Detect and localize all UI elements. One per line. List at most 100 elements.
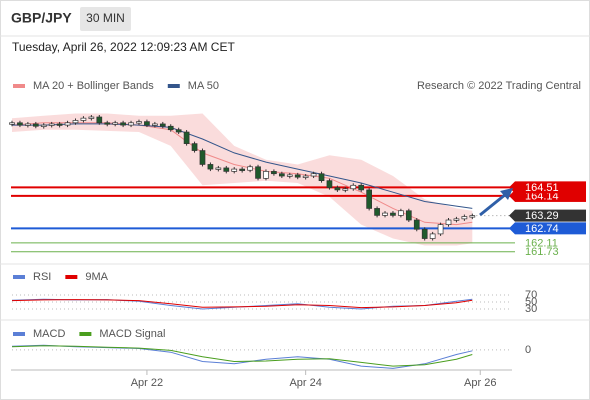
candle xyxy=(326,180,333,188)
candle xyxy=(215,167,222,170)
candle xyxy=(342,188,349,191)
candle xyxy=(17,122,23,126)
legend-label: MA 20 + Bollinger Bands xyxy=(33,80,154,92)
candle xyxy=(413,219,420,230)
candle xyxy=(72,120,79,124)
legend-label: MA 50 xyxy=(188,80,219,92)
price-label-box xyxy=(515,181,586,194)
candle xyxy=(80,117,87,121)
price-label: 162.11 xyxy=(525,237,558,249)
candle xyxy=(88,116,95,119)
candle xyxy=(25,123,31,126)
candle xyxy=(207,164,214,170)
price-label-pointer xyxy=(509,209,515,222)
legend-swatch xyxy=(79,332,92,336)
price-label: 164.51 xyxy=(525,182,559,194)
candle xyxy=(263,171,269,179)
y-tick-label: 30 xyxy=(525,303,537,315)
candle xyxy=(302,175,309,178)
legend-label: MACD xyxy=(33,328,65,340)
candle xyxy=(120,122,126,126)
indicator-line xyxy=(11,345,473,367)
legend-swatch xyxy=(13,332,25,336)
candle xyxy=(374,208,380,216)
candle xyxy=(167,125,174,131)
price-label-box xyxy=(515,209,586,222)
candle xyxy=(278,173,285,177)
symbol: GBP/JPY xyxy=(11,10,72,26)
candle xyxy=(159,123,166,127)
candle xyxy=(334,187,341,191)
timestamp: Tuesday, April 26, 2022 12:09:23 AM CET xyxy=(12,40,235,54)
candle xyxy=(382,212,388,216)
candle xyxy=(64,122,71,126)
price-label: 163.29 xyxy=(525,210,559,222)
candle xyxy=(271,171,277,175)
candle xyxy=(128,122,134,126)
candle xyxy=(398,210,404,216)
candle xyxy=(310,173,317,177)
candle xyxy=(112,122,119,125)
candle xyxy=(199,150,206,165)
legend-label: MACD Signal xyxy=(99,328,165,340)
candle xyxy=(405,210,412,221)
candle xyxy=(453,218,460,221)
x-tick-label: Apr 22 xyxy=(131,377,163,389)
candle xyxy=(390,212,396,216)
candle xyxy=(366,189,372,209)
candle xyxy=(358,184,365,191)
candle xyxy=(247,166,253,171)
candle xyxy=(231,168,238,172)
timeframe-label[interactable]: 30 MIN xyxy=(86,11,125,25)
candle xyxy=(445,219,452,225)
candle xyxy=(48,123,55,126)
candle xyxy=(40,124,47,127)
legend-swatch xyxy=(13,275,25,279)
candle xyxy=(32,123,39,127)
candle xyxy=(469,215,476,218)
credit: Research © 2022 Trading Central xyxy=(417,80,581,92)
indicator-line xyxy=(12,123,473,209)
trend-arrow xyxy=(479,192,507,217)
candle xyxy=(96,116,103,124)
price-label: 162.74 xyxy=(525,223,559,235)
price-label-pointer xyxy=(509,189,515,202)
legend-swatch xyxy=(13,84,25,88)
candle xyxy=(294,174,301,178)
candle xyxy=(429,233,436,239)
candle xyxy=(421,228,428,239)
legend-label: RSI xyxy=(33,271,51,283)
trend-arrow-head xyxy=(500,188,513,200)
y-tick-label: 0 xyxy=(525,344,531,356)
candle xyxy=(318,173,325,182)
candle xyxy=(104,122,111,125)
candle xyxy=(461,216,468,220)
candle xyxy=(223,167,230,172)
candle xyxy=(350,184,357,190)
candle xyxy=(286,174,293,177)
x-tick-label: Apr 24 xyxy=(289,377,321,389)
candle xyxy=(56,123,63,126)
legend-swatch xyxy=(167,84,180,88)
legend-label: 9MA xyxy=(85,271,108,283)
indicator-line xyxy=(11,299,473,309)
candle xyxy=(255,166,261,179)
candle xyxy=(144,121,150,126)
candle xyxy=(136,121,142,124)
candle xyxy=(152,123,158,126)
timeframe-button[interactable] xyxy=(80,7,131,31)
price-label-pointer xyxy=(509,181,515,194)
candle xyxy=(9,122,15,125)
x-tick-label: Apr 26 xyxy=(464,377,496,389)
y-tick-label: 50 xyxy=(525,296,537,308)
legend-swatch xyxy=(65,275,78,279)
y-tick-label: 70 xyxy=(525,289,537,301)
bollinger-band xyxy=(12,113,473,246)
candle xyxy=(191,143,198,151)
candle xyxy=(437,224,444,235)
price-label-box xyxy=(515,222,586,235)
candle xyxy=(175,129,182,133)
candle xyxy=(183,131,190,144)
